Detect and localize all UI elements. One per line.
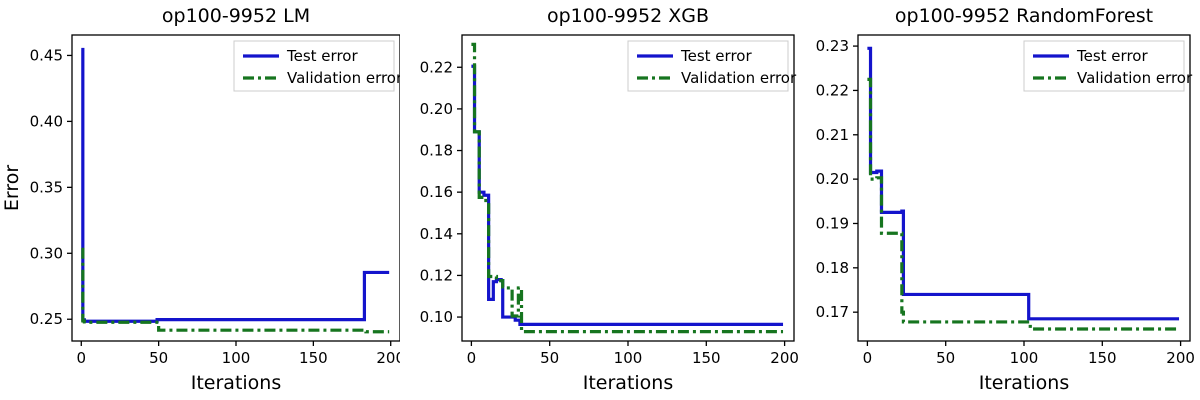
series-line-test [867, 46, 1180, 321]
x-tick-label: 200 [770, 349, 799, 367]
chart-panel-xgb: op100-9952 XGB 0 50 100 150 200 0.10 0.12 0.14 0.… [400, 0, 800, 400]
legend-label-1: Validation error [1077, 69, 1193, 87]
series-line-validation [867, 77, 1180, 331]
x-tick-label: 50 [540, 349, 559, 367]
x-tick-label: 0 [77, 349, 87, 367]
series-line-validation [81, 247, 390, 334]
chart-svg-lm: op100-9952 LM 0 50 100 150 200 0.25 0.30 0.35 0.4… [1, 5, 400, 394]
y-tick-label: 0.25 [30, 310, 63, 328]
legend-label-0: Test error [286, 47, 358, 65]
x-axis-title: Iterations [191, 372, 282, 394]
panel-title: op100-9952 XGB [547, 5, 709, 27]
y-tick-label: 0.40 [30, 112, 63, 130]
chart-panel-randomforest: op100-9952 RandomForest 0 50 100 150 200 0.17 0… [800, 0, 1200, 400]
y-tick-label: 0.10 [420, 308, 453, 326]
legend-box [1023, 40, 1185, 92]
chart-svg-randomforest: op100-9952 RandomForest 0 50 100 150 200 0.17 0… [816, 5, 1195, 394]
y-tick-label: 0.16 [420, 183, 453, 201]
x-tick-label: 50 [149, 349, 168, 367]
legend-box [233, 40, 395, 92]
chart-panel-lm: op100-9952 LM 0 50 100 150 200 0.25 0.30 0.35 0.4… [0, 0, 400, 400]
panel-title: op100-9952 LM [162, 5, 310, 27]
y-tick-label: 0.23 [816, 37, 849, 55]
x-tick-label: 0 [467, 349, 477, 367]
x-axis-title: Iterations [979, 372, 1070, 394]
y-tick-label: 0.20 [420, 100, 453, 118]
y-tick-label: 0.18 [420, 142, 453, 160]
x-axis-title: Iterations [583, 372, 674, 394]
x-tick-label: 150 [692, 349, 721, 367]
x-tick-label: 200 [1166, 349, 1195, 367]
y-tick-label: 0.35 [30, 178, 63, 196]
series-line-validation [471, 42, 784, 334]
x-tick-label: 0 [863, 349, 873, 367]
y-tick-label: 0.19 [816, 214, 849, 232]
y-tick-label: 0.45 [30, 46, 63, 64]
y-tick-label: 0.14 [420, 225, 453, 243]
x-tick-label: 200 [376, 349, 400, 367]
x-tick-label: 100 [614, 349, 643, 367]
y-axis-title: Error [1, 165, 23, 212]
y-tick-label: 0.17 [816, 303, 849, 321]
y-tick-label: 0.20 [816, 170, 849, 188]
x-tick-label: 50 [936, 349, 955, 367]
x-tick-label: 100 [222, 349, 251, 367]
legend-label-0: Test error [1076, 47, 1148, 65]
y-tick-label: 0.21 [816, 126, 849, 144]
y-tick-label: 0.12 [420, 266, 453, 284]
legend-box [627, 40, 789, 92]
legend-label-0: Test error [680, 47, 752, 65]
x-tick-label: 150 [299, 349, 328, 367]
y-tick-label: 0.30 [30, 244, 63, 262]
y-tick-label: 0.22 [816, 81, 849, 99]
x-tick-label: 150 [1088, 349, 1117, 367]
y-tick-label: 0.22 [420, 58, 453, 76]
legend-label-1: Validation error [287, 69, 400, 87]
y-tick-label: 0.18 [816, 259, 849, 277]
panel-title: op100-9952 RandomForest [895, 5, 1153, 27]
x-tick-label: 100 [1010, 349, 1039, 367]
legend-label-1: Validation error [681, 69, 797, 87]
chart-svg-xgb: op100-9952 XGB 0 50 100 150 200 0.10 0.12 0.14 0.… [420, 5, 799, 394]
